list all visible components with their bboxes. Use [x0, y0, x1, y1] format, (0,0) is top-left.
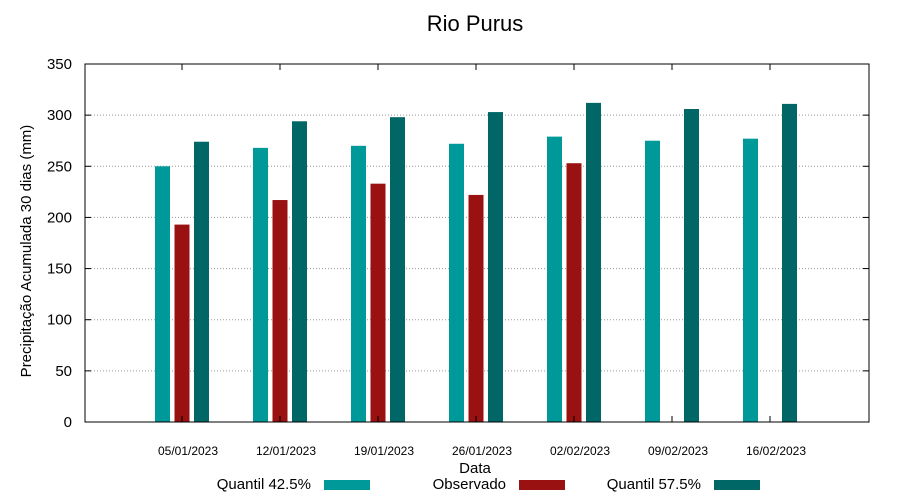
y-tick-label: 250: [47, 158, 72, 175]
bar: [390, 117, 405, 422]
legend: Quantil 42.5% Observado Quantil 57.5%: [217, 476, 760, 493]
bar: [370, 183, 386, 422]
x-tick-label: 26/01/2023: [452, 444, 512, 458]
bar: [174, 224, 190, 422]
bar: [292, 121, 307, 422]
bar: [155, 166, 170, 422]
bar: [253, 147, 268, 423]
bar: [566, 163, 582, 422]
x-tick-label: 19/01/2023: [354, 444, 414, 458]
bar: [782, 103, 797, 423]
bar: [351, 145, 366, 423]
bar: [684, 109, 699, 423]
x-tick-label: 16/02/2023: [746, 444, 806, 458]
bar: [272, 200, 288, 422]
y-tick-label: 150: [47, 261, 72, 278]
y-tick-label: 300: [47, 107, 72, 124]
bar: [743, 138, 758, 422]
y-tick-label: 50: [55, 363, 72, 380]
bar: [468, 194, 484, 422]
bars: [155, 102, 797, 423]
plot-frame: [84, 63, 870, 423]
legend-label: Observado: [433, 476, 506, 493]
bar: [645, 140, 660, 422]
bar: [586, 102, 601, 423]
y-tick-label: 200: [47, 209, 72, 226]
x-tick-label: 12/01/2023: [256, 444, 316, 458]
legend-label: Quantil 42.5%: [217, 476, 311, 493]
bar: [488, 112, 503, 423]
x-axis-label: Data: [459, 460, 491, 477]
bar: [547, 136, 562, 422]
y-axis-ticks: 0 50 100 150 200 250 300 350: [47, 56, 869, 431]
bar: [449, 143, 464, 423]
bar: [194, 141, 209, 423]
legend-swatch: [519, 480, 565, 490]
legend-swatch: [714, 480, 760, 490]
x-tick-label: 09/02/2023: [648, 444, 708, 458]
y-tick-label: 350: [47, 56, 72, 73]
chart-title: Rio Purus: [427, 11, 524, 36]
x-tick-label: 05/01/2023: [158, 444, 218, 458]
x-axis-ticks: 05/01/2023 12/01/2023 19/01/2023 26/01/2023…: [158, 64, 806, 458]
y-axis-label: Precipitação Acumulada 30 dias (mm): [18, 125, 35, 378]
x-tick-label: 02/02/2023: [550, 444, 610, 458]
legend-label: Quantil 57.5%: [607, 476, 701, 493]
y-tick-label: 0: [64, 414, 72, 431]
y-tick-label: 100: [47, 312, 72, 329]
legend-swatch: [324, 480, 370, 490]
